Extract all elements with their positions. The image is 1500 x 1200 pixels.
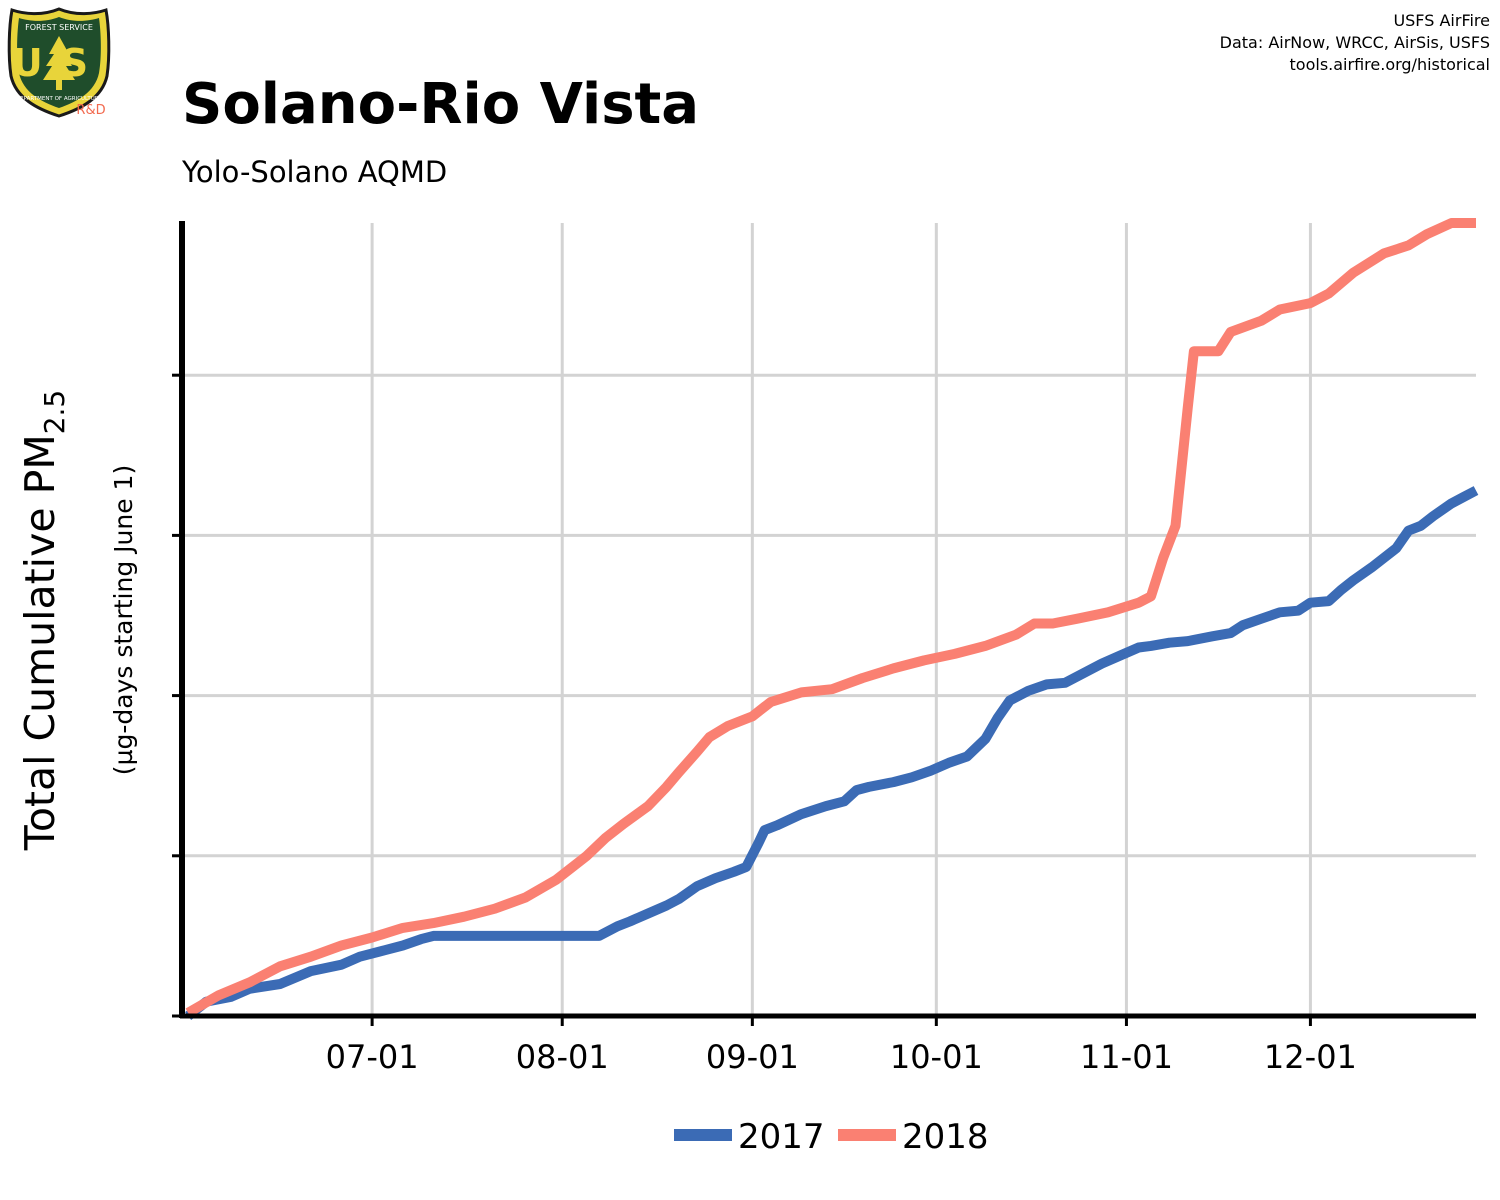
usda-forest-service-logo: FOREST SERVICE US DEPARTMENT OF AGRICULT… [7, 7, 111, 118]
credit-line-data-sources: Data: AirNow, WRCC, AirSis, USFS [1219, 33, 1490, 52]
chart-title: Solano-Rio Vista [182, 72, 700, 137]
x-tick-label: 12-01 [1264, 1038, 1357, 1076]
legend-label-2018: 2018 [902, 1117, 989, 1157]
x-tick-label: 10-01 [890, 1038, 983, 1076]
grid-lines [182, 223, 1476, 1016]
svg-text:R&D: R&D [76, 103, 105, 118]
series-lines [185, 218, 1479, 1020]
credit-line-url: tools.airfire.org/historical [1289, 55, 1490, 74]
legend: 2017 2018 [674, 1117, 989, 1157]
axes [172, 221, 1476, 1026]
data-credits: USFS AirFire Data: AirNow, WRCC, AirSis,… [1220, 10, 1490, 76]
series-line-2018 [185, 218, 1476, 1018]
legend-label-2017: 2017 [738, 1117, 825, 1157]
svg-text:FOREST SERVICE: FOREST SERVICE [25, 23, 93, 32]
x-tick-label: 09-01 [706, 1038, 799, 1076]
x-tick-label: 11-01 [1080, 1038, 1173, 1076]
credit-line-agency: USFS AirFire [1393, 11, 1490, 30]
x-tick-label: 07-01 [326, 1038, 419, 1076]
x-tick-label: 08-01 [516, 1038, 609, 1076]
y-axis-units-label: (µg-days starting June 1) [109, 465, 138, 775]
svg-text:DEPARTMENT OF AGRICULTURE: DEPARTMENT OF AGRICULTURE [16, 96, 103, 102]
y-axis-label: Total Cumulative PM2.5 [16, 390, 71, 851]
x-tick-labels: 07-01 08-01 09-01 10-01 11-01 12-01 [326, 1038, 1357, 1076]
series-line-2017 [185, 486, 1479, 1020]
chart-subtitle: Yolo-Solano AQMD [182, 155, 448, 189]
